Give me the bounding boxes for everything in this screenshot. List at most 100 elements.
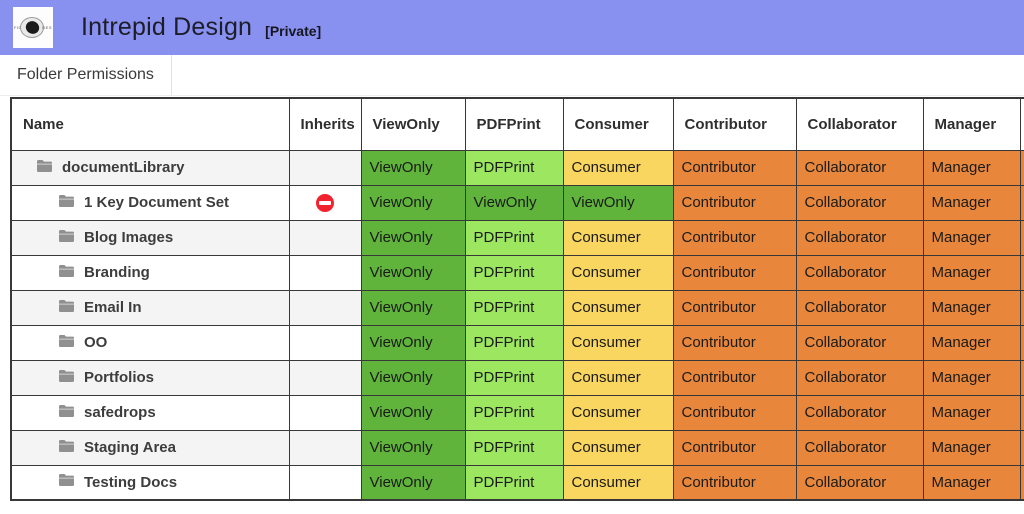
- permission-cell-manager[interactable]: Manager: [922, 289, 1021, 326]
- inherits-cell[interactable]: [288, 184, 362, 221]
- permission-cell-contributor[interactable]: Contributor: [672, 359, 797, 396]
- permission-cell-manager[interactable]: Manager: [922, 149, 1021, 186]
- permission-cell-pdfprint[interactable]: PDFPrint: [464, 394, 564, 431]
- permission-cell-contributor[interactable]: Contributor: [672, 429, 797, 466]
- permission-cell-consumer[interactable]: Consumer: [562, 464, 674, 501]
- permission-cell-contributor[interactable]: Contributor: [672, 464, 797, 501]
- permission-cell-contributor[interactable]: Contributor: [672, 289, 797, 326]
- permission-cell-collaborator[interactable]: Collaborator: [795, 219, 924, 256]
- permission-cell-manager[interactable]: Manager: [922, 359, 1021, 396]
- folder-name: OO: [84, 334, 108, 351]
- permission-cell-collaborator[interactable]: Collaborator: [795, 254, 924, 291]
- permission-cell-viewonly[interactable]: ViewOnly: [360, 394, 466, 431]
- permission-cell-manager[interactable]: Manager: [922, 254, 1021, 291]
- permission-cell-collaborator[interactable]: Collaborator: [795, 289, 924, 326]
- permission-cell-consumer[interactable]: Consumer: [562, 219, 674, 256]
- permission-cell-cutoff: [1019, 464, 1024, 501]
- permission-cell-cutoff: [1019, 254, 1024, 291]
- permission-cell-pdfprint[interactable]: PDFPrint: [464, 254, 564, 291]
- permission-cell-viewonly[interactable]: ViewOnly: [360, 289, 466, 326]
- inherits-cell[interactable]: [288, 324, 362, 361]
- folder-name-cell: Branding: [10, 254, 290, 291]
- folder-name: Blog Images: [84, 229, 174, 246]
- inherit-blocked-icon[interactable]: [316, 193, 334, 212]
- permission-cell-viewonly[interactable]: ViewOnly: [360, 464, 466, 501]
- permission-cell-consumer[interactable]: Consumer: [562, 394, 674, 431]
- permission-cell-viewonly[interactable]: ViewOnly: [360, 359, 466, 396]
- permission-cell-cutoff: [1019, 394, 1024, 431]
- permission-cell-pdfprint[interactable]: PDFPrint: [464, 359, 564, 396]
- permission-cell-consumer[interactable]: Consumer: [562, 289, 674, 326]
- inherits-cell[interactable]: [288, 359, 362, 396]
- inherits-cell[interactable]: [288, 219, 362, 256]
- permission-cell-contributor[interactable]: Contributor: [672, 184, 797, 221]
- permission-cell-manager[interactable]: Manager: [922, 219, 1021, 256]
- permission-cell-collaborator[interactable]: Collaborator: [795, 429, 924, 466]
- table-row: OO ViewOnly PDFPrint Consumer Contributor Co…: [10, 324, 1024, 361]
- folder-icon: [58, 229, 75, 247]
- permission-cell-viewonly[interactable]: ViewOnly: [360, 149, 466, 186]
- column-header-contributor: Contributor: [672, 97, 797, 151]
- permission-cell-manager[interactable]: Manager: [922, 324, 1021, 361]
- permission-cell-consumer[interactable]: Consumer: [562, 359, 674, 396]
- column-header-inherits: Inherits: [288, 97, 362, 151]
- table-header-row: Name Inherits ViewOnly PDFPrint Consumer Cont…: [10, 97, 1024, 151]
- folder-icon: [58, 194, 75, 212]
- permission-cell-pdfprint[interactable]: PDFPrint: [464, 289, 564, 326]
- folder-name: Portfolios: [84, 369, 154, 386]
- inherits-cell[interactable]: [288, 429, 362, 466]
- inherits-cell[interactable]: [288, 149, 362, 186]
- permission-cell-contributor[interactable]: Contributor: [672, 254, 797, 291]
- permission-cell-collaborator[interactable]: Collaborator: [795, 184, 924, 221]
- column-header-cutoff: [1019, 97, 1024, 151]
- permission-cell-collaborator[interactable]: Collaborator: [795, 149, 924, 186]
- inherits-cell[interactable]: [288, 289, 362, 326]
- folder-name: Branding: [84, 264, 150, 281]
- permission-cell-cutoff: [1019, 324, 1024, 361]
- permission-cell-contributor[interactable]: Contributor: [672, 149, 797, 186]
- permission-cell-consumer[interactable]: ViewOnly: [562, 184, 674, 221]
- permission-cell-viewonly[interactable]: ViewOnly: [360, 324, 466, 361]
- permission-cell-pdfprint[interactable]: PDFPrint: [464, 464, 564, 501]
- permission-cell-manager[interactable]: Manager: [922, 184, 1021, 221]
- permission-cell-pdfprint[interactable]: PDFPrint: [464, 324, 564, 361]
- permission-cell-consumer[interactable]: Consumer: [562, 324, 674, 361]
- folder-icon: [58, 404, 75, 422]
- folder-icon: [58, 369, 75, 387]
- permission-cell-cutoff: [1019, 184, 1024, 221]
- permission-cell-contributor[interactable]: Contributor: [672, 219, 797, 256]
- permission-cell-collaborator[interactable]: Collaborator: [795, 359, 924, 396]
- inherits-cell[interactable]: [288, 254, 362, 291]
- permission-cell-manager[interactable]: Manager: [922, 464, 1021, 501]
- permission-cell-consumer[interactable]: Consumer: [562, 429, 674, 466]
- permission-cell-contributor[interactable]: Contributor: [672, 324, 797, 361]
- inherits-cell[interactable]: [288, 464, 362, 501]
- permission-cell-viewonly[interactable]: ViewOnly: [360, 429, 466, 466]
- site-title: Intrepid Design: [81, 13, 253, 41]
- permission-cell-pdfprint[interactable]: PDFPrint: [464, 429, 564, 466]
- permission-cell-collaborator[interactable]: Collaborator: [795, 324, 924, 361]
- folder-name-cell: 1 Key Document Set: [10, 184, 290, 221]
- permission-cell-cutoff: [1019, 429, 1024, 466]
- inherits-cell[interactable]: [288, 394, 362, 431]
- permission-cell-consumer[interactable]: Consumer: [562, 254, 674, 291]
- permission-cell-manager[interactable]: Manager: [922, 429, 1021, 466]
- permission-cell-viewonly[interactable]: ViewOnly: [360, 254, 466, 291]
- tab-folder-permissions[interactable]: Folder Permissions: [0, 55, 172, 95]
- permission-cell-manager[interactable]: Manager: [922, 394, 1021, 431]
- permission-cell-pdfprint[interactable]: PDFPrint: [464, 149, 564, 186]
- folder-icon: [58, 299, 75, 317]
- permission-cell-consumer[interactable]: Consumer: [562, 149, 674, 186]
- table-row: Testing Docs ViewOnly PDFPrint Consumer Con…: [10, 464, 1024, 501]
- permission-cell-viewonly[interactable]: ViewOnly: [360, 219, 466, 256]
- site-visibility-badge: [Private]: [265, 22, 322, 39]
- permission-cell-collaborator[interactable]: Collaborator: [795, 464, 924, 501]
- permission-cell-collaborator[interactable]: Collaborator: [795, 394, 924, 431]
- permission-cell-pdfprint[interactable]: PDFPrint: [464, 219, 564, 256]
- folder-name: Staging Area: [84, 439, 176, 456]
- permissions-table-wrap: Name Inherits ViewOnly PDFPrint Consumer Cont…: [10, 97, 1024, 506]
- permission-cell-contributor[interactable]: Contributor: [672, 394, 797, 431]
- permission-cell-viewonly[interactable]: ViewOnly: [360, 184, 466, 221]
- permission-cell-pdfprint[interactable]: ViewOnly: [464, 184, 564, 221]
- logo-text-right: DES: [42, 25, 52, 30]
